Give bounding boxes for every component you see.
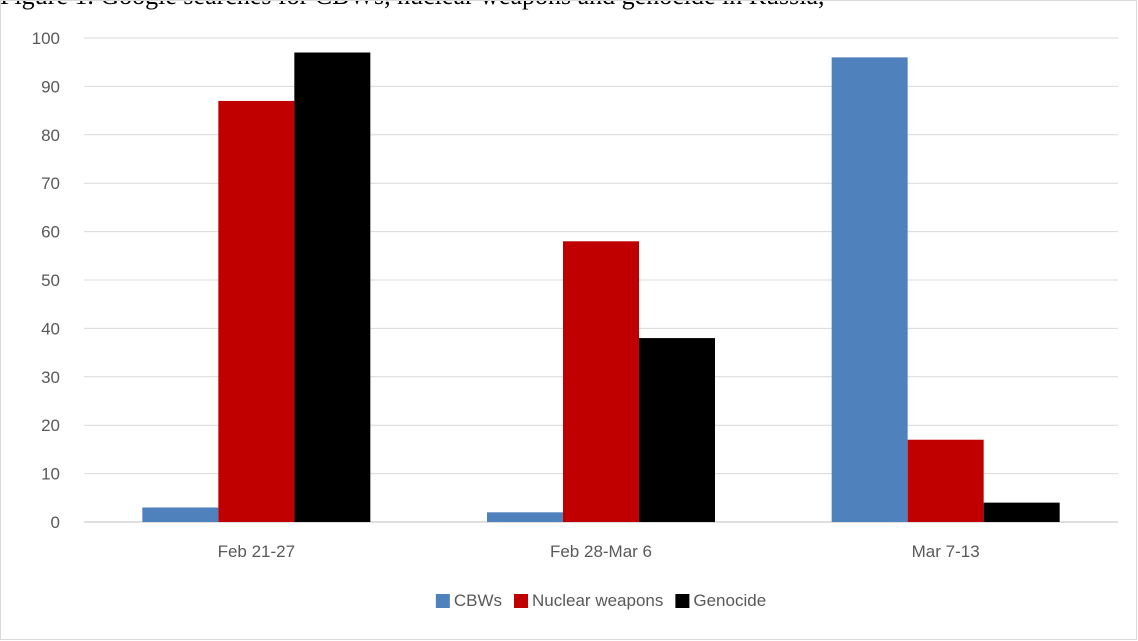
bar-nuclear-weapons-0 (218, 100, 295, 523)
y-tick-label: 40 (41, 319, 60, 338)
y-axis-tick-labels: 0 10 20 30 40 50 60 70 80 90 100 (32, 29, 60, 532)
legend-label: CBWs (454, 591, 502, 610)
y-tick-label: 70 (41, 174, 60, 193)
bar-nuclear-weapons-2 (907, 439, 984, 522)
y-tick-label: 90 (41, 77, 60, 96)
x-axis-tick-labels: Feb 21-27 Feb 28-Mar 6 Mar 7-13 (218, 542, 980, 561)
y-tick-label: 30 (41, 368, 60, 387)
y-tick-label: 10 (41, 465, 60, 484)
bar-cbws-0 (142, 507, 219, 522)
legend-label: Nuclear weapons (532, 591, 663, 610)
bar-cbws-2 (831, 57, 908, 523)
x-tick-label: Mar 7-13 (912, 542, 980, 561)
bar-genocide-2 (983, 502, 1060, 522)
y-tick-label: 0 (51, 513, 60, 532)
x-tick-label: Feb 28-Mar 6 (550, 542, 652, 561)
bars (142, 52, 1060, 523)
legend-swatch-genocide (675, 594, 690, 608)
bar-cbws-1 (487, 512, 563, 522)
y-tick-label: 50 (41, 271, 60, 290)
bar-genocide-0 (294, 52, 371, 523)
legend-swatch-cbws (435, 594, 450, 608)
legend-label: Genocide (693, 591, 766, 610)
bar-genocide-1 (639, 338, 715, 522)
y-tick-label: 80 (41, 126, 60, 145)
x-tick-label: Feb 21-27 (218, 542, 296, 561)
bar-nuclear-weapons-1 (563, 241, 639, 522)
y-tick-label: 60 (41, 223, 60, 242)
legend-swatch-nuclear-weapons (514, 594, 529, 608)
y-tick-label: 100 (32, 29, 60, 48)
y-tick-label: 20 (41, 416, 60, 435)
legend: CBWs Nuclear weapons Genocide (435, 591, 766, 610)
figure-caption: Figure 1. Google searches for CBWs, nucl… (0, 0, 1138, 16)
